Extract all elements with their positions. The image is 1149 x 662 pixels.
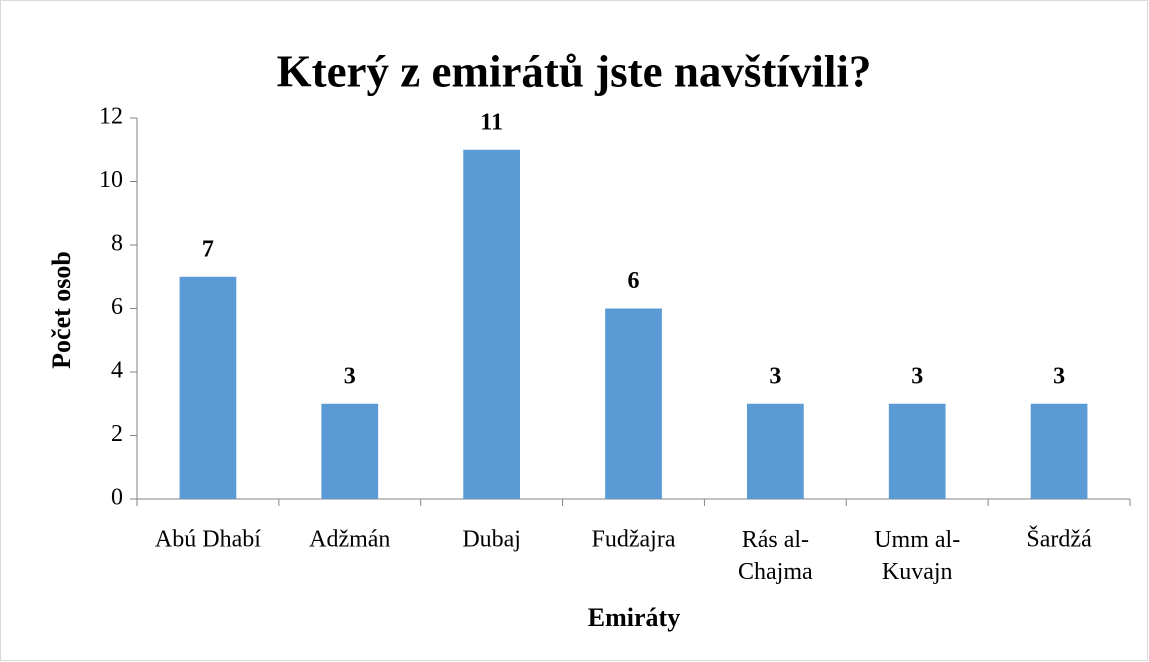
data-label: 6	[628, 268, 640, 294]
y-tick-label: 4	[111, 358, 123, 384]
chart-title: Který z emirátů jste navštívili?	[277, 46, 872, 96]
data-label: 3	[911, 363, 923, 389]
bar	[888, 403, 946, 499]
x-tick-label: Šardžá	[1026, 526, 1092, 553]
bar	[463, 149, 521, 499]
y-tick-label: 12	[99, 104, 123, 130]
data-label: 3	[1053, 363, 1065, 389]
bar	[605, 308, 662, 499]
data-label: 7	[202, 236, 214, 262]
y-tick-label: 10	[99, 167, 123, 193]
y-tick-label: 0	[111, 485, 123, 511]
x-tick-label: Umm al-Kuvajn	[874, 527, 960, 585]
x-tick-label: Adžmán	[309, 527, 390, 553]
bar	[179, 276, 237, 499]
bar	[746, 403, 804, 499]
bar	[321, 403, 379, 499]
y-tick-label: 8	[111, 231, 123, 257]
bar	[1030, 403, 1088, 499]
data-label: 3	[769, 363, 781, 389]
x-axis-label: Emiráty	[588, 603, 680, 632]
data-label: 3	[344, 363, 356, 389]
y-tick-label: 2	[111, 421, 123, 447]
data-label: 11	[480, 109, 503, 135]
x-tick-label: Abú Dhabí	[155, 527, 261, 553]
y-axis-label: Počet osob	[47, 251, 76, 369]
y-tick-label: 6	[111, 294, 123, 320]
x-tick-label: Dubaj	[462, 527, 521, 553]
x-tick-label: Fudžajra	[592, 527, 676, 553]
x-tick-label: Rás al-Chajma	[738, 527, 813, 585]
